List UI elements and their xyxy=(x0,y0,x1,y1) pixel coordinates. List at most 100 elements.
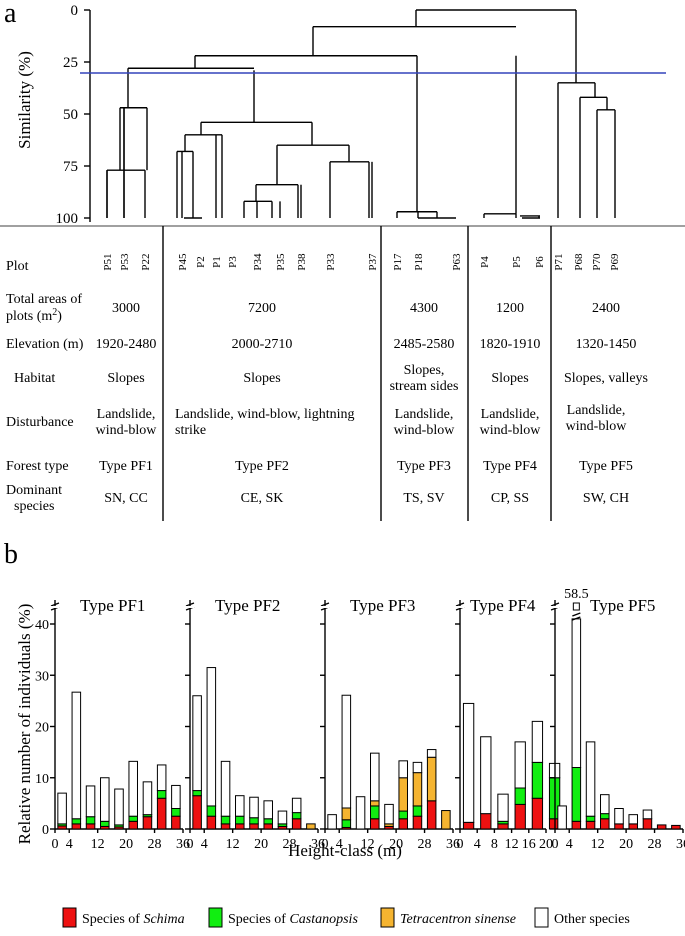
x-tick-label: 16 xyxy=(522,837,536,852)
x-tick-label: 12 xyxy=(91,837,105,852)
pf2-habitat: Slopes xyxy=(243,371,280,386)
x-tick-label: 12 xyxy=(361,837,375,852)
bars-y-label: Relative number of individuals (%) xyxy=(15,604,34,845)
y-tick-label: 30 xyxy=(35,669,49,684)
bar-segment-other xyxy=(114,788,124,826)
bar-segment-other xyxy=(462,702,475,823)
pf4-elevation: 1820-1910 xyxy=(480,337,541,352)
bar-stack xyxy=(71,691,82,830)
bar-stack xyxy=(128,760,138,830)
bar-segment-other xyxy=(628,814,638,825)
bar-stack xyxy=(355,796,366,830)
dendro-tick-75: 75 xyxy=(63,159,78,175)
bar-segment-schima xyxy=(171,815,181,830)
pf3-dominant: TS, SV xyxy=(403,491,444,506)
pf5-elevation: 1320-1450 xyxy=(576,337,637,352)
plot-labels: P51 P53 P22 P45 P2 P1 P3 P34 P35 P38 P33 P37 P17 P18 P… xyxy=(102,253,621,271)
row-label-dominant-1: Dominant xyxy=(6,483,62,498)
bar-stack xyxy=(85,785,96,830)
plot-label-p34: P34 xyxy=(252,253,264,271)
bar-segment-other xyxy=(585,741,596,817)
x-tick-label: 0 xyxy=(552,837,559,852)
bar-segment-other xyxy=(171,784,181,809)
row-label-areas-2: plots (m2) xyxy=(6,307,62,325)
bar-segment-tetracentron xyxy=(370,800,380,807)
dendro-tick-0: 0 xyxy=(71,3,79,19)
bar-segment-other xyxy=(327,814,337,830)
bar-stack xyxy=(514,741,526,830)
bar-stack xyxy=(206,667,217,830)
dendro-tick-50: 50 xyxy=(63,107,78,123)
plot-label-p2: P2 xyxy=(195,256,207,268)
bar-stack xyxy=(341,694,352,830)
bar-segment-other xyxy=(614,808,624,825)
pf3-area: 4300 xyxy=(410,301,438,316)
bar-stack xyxy=(412,761,423,830)
bar-segment-schima xyxy=(642,818,653,830)
bar-segment-schima xyxy=(192,795,202,830)
bar-segment-castanopsis xyxy=(220,815,231,825)
row-label-plot: Plot xyxy=(6,259,29,274)
pf4-dominant: CP, SS xyxy=(491,491,529,506)
pf3-habitat-2: stream sides xyxy=(390,379,459,394)
pf5-forest-type: Type PF5 xyxy=(579,459,633,474)
legend-swatch-other xyxy=(534,907,549,928)
pf4-habitat: Slopes xyxy=(491,371,528,386)
x-tick-label: 0 xyxy=(322,837,329,852)
bar-segment-castanopsis xyxy=(600,813,610,820)
bar-segment-other xyxy=(100,777,110,822)
bar-segment-castanopsis xyxy=(235,815,245,825)
bar-stack xyxy=(142,781,153,830)
bar-segment-castanopsis xyxy=(100,820,110,827)
bar-segment-schima xyxy=(263,823,273,830)
row-label-areas-1: Total areas of xyxy=(6,292,82,307)
bar-segment-other xyxy=(142,781,153,816)
bar-segment-schima xyxy=(206,815,217,830)
bar-segment-castanopsis xyxy=(156,790,167,799)
bar-segment-schima xyxy=(235,823,245,830)
pf1-forest-type: Type PF1 xyxy=(99,459,153,474)
axis-break-mark xyxy=(455,602,465,611)
bar-segment-schima xyxy=(514,803,526,830)
bar-stack xyxy=(671,824,681,830)
bar-segment-other xyxy=(497,793,509,822)
x-tick-label: 4 xyxy=(336,837,343,852)
pf3-forest-type: Type PF3 xyxy=(397,459,451,474)
bar-stack xyxy=(291,797,302,830)
y-tick-label: 20 xyxy=(35,721,49,736)
x-tick-label: 20 xyxy=(254,837,268,852)
x-tick-label: 4 xyxy=(66,837,73,852)
pf2-dominant: CE, SK xyxy=(241,491,284,506)
legend-swatch-castanopsis xyxy=(208,907,223,928)
bar-segment-castanopsis xyxy=(571,767,582,822)
bar-stack xyxy=(57,792,67,830)
bar-segment-other xyxy=(71,691,82,820)
pf1-elevation: 1920-2480 xyxy=(96,337,157,352)
off-scale-label: 58.5 xyxy=(564,587,589,602)
bar-segment-schima xyxy=(142,816,153,830)
bar-segment-other xyxy=(341,694,352,809)
bar-segment-schima xyxy=(585,820,596,830)
y-tick-label: 0 xyxy=(42,823,49,838)
bars-x-label: Height-class (m) xyxy=(288,841,402,860)
bar-stack xyxy=(100,777,110,830)
plot-label-p53: P53 xyxy=(119,253,131,271)
bar-segment-schima xyxy=(497,823,509,830)
plot-label-p45: P45 xyxy=(177,253,189,271)
bar-segment-schima xyxy=(398,818,408,830)
bar-panel-2: 0 4 12 20 28 36 Type PF2 xyxy=(185,596,325,852)
plot-label-p35: P35 xyxy=(275,253,287,271)
pf2-forest-type: Type PF2 xyxy=(235,459,289,474)
pf3-disturbance-1: Landslide, xyxy=(395,407,454,422)
legend-swatch-tetracentron xyxy=(380,907,395,928)
bar-segment-castanopsis xyxy=(249,817,259,825)
bar-segment-schima xyxy=(426,800,437,830)
x-tick-label: 28 xyxy=(418,837,432,852)
bar-segment-tetracentron xyxy=(412,772,423,807)
bar-segment-schima xyxy=(128,820,138,830)
bar-segment-schima xyxy=(71,823,82,830)
bar-stack xyxy=(426,749,437,830)
axis-break-mark xyxy=(320,602,330,611)
bar-segment-schima xyxy=(531,797,544,830)
